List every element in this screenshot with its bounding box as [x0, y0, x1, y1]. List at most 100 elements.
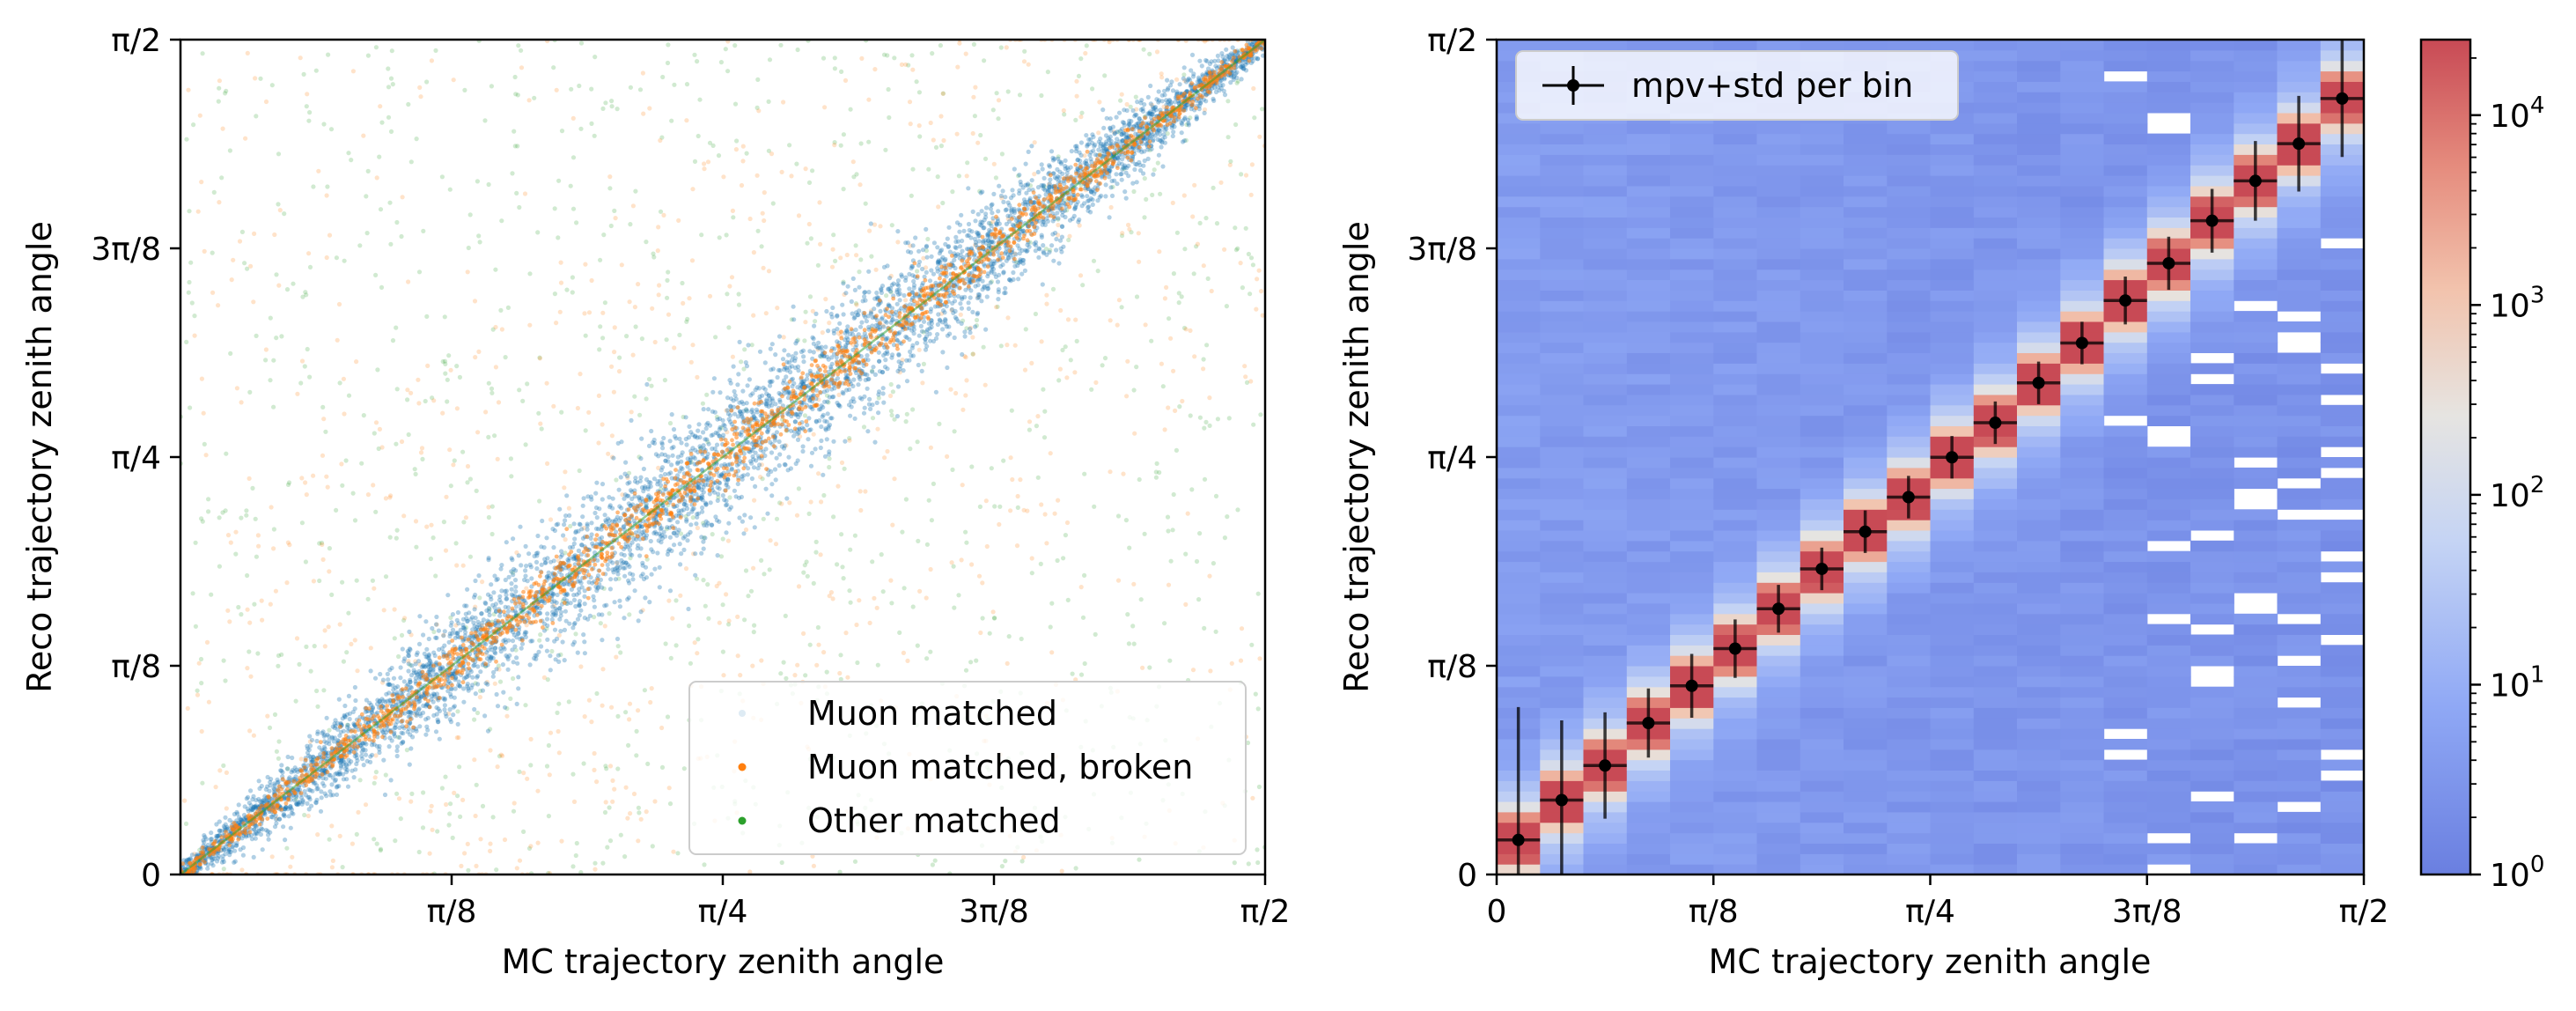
scatter-point-other-bg: [1202, 625, 1207, 631]
scatter-point-other-bg: [673, 643, 679, 648]
scatter-point-other-bg: [224, 451, 229, 456]
scatter-point-other-bg: [443, 361, 448, 366]
scatter-point-broken-bg: [185, 705, 190, 712]
scatter-point-other-bg: [254, 333, 259, 338]
scatter-point-muon: [621, 565, 626, 571]
scatter-point-other-bg: [556, 178, 562, 183]
scatter-point-other-bg: [659, 764, 666, 771]
scatter-point-other-bg: [1153, 475, 1159, 480]
scatter-point-other-bg: [726, 622, 732, 627]
scatter-point-muon: [290, 755, 295, 761]
scatter-point-muon: [1004, 207, 1009, 212]
scatter-point-muon: [437, 646, 442, 653]
scatter-point-other-bg: [1041, 184, 1047, 189]
scatter-point-other-bg: [1092, 504, 1097, 509]
scatter-point-broken-bg: [949, 560, 954, 565]
scatter-point-broken-bg: [1078, 273, 1084, 278]
scatter-point-broken-bg: [335, 337, 340, 343]
scatter-point-other-bg: [247, 649, 252, 654]
scatter-point-other-bg: [890, 389, 896, 395]
scatter-point-broken-bg: [1082, 153, 1087, 159]
scatter-point-broken-bg: [315, 832, 320, 838]
scatter-point-other-bg: [915, 269, 920, 274]
scatter-point-broken-bg: [325, 484, 330, 490]
scatter-point-muon: [1107, 215, 1112, 220]
scatter-point-broken-bg: [284, 580, 290, 586]
scatter-point-broken-bg: [954, 131, 960, 137]
scatter-point-muon: [247, 801, 252, 806]
scatter-point-broken-bg: [1162, 427, 1167, 432]
scatter-point-muon: [344, 777, 350, 782]
scatter-point-other-bg: [978, 132, 983, 138]
scatter-point-other-bg: [210, 250, 215, 255]
scatter-point-other-bg: [239, 515, 244, 520]
scatter-point-muon: [534, 566, 540, 572]
scatter-point-other-bg: [1255, 706, 1261, 712]
scatter-point-other-bg: [940, 200, 946, 206]
scatter-point-other-bg: [458, 814, 463, 820]
scatter-point-muon: [309, 737, 315, 742]
scatter-point-other-bg: [869, 368, 875, 373]
scatter-point-broken-bg: [195, 692, 201, 697]
scatter-point-other-bg: [409, 791, 415, 797]
scatter-point-other-bg: [1091, 258, 1097, 263]
scatter-point-broken-bg: [854, 302, 859, 307]
scatter-point-other-bg: [651, 255, 657, 260]
scatter-point-other-bg: [373, 45, 379, 50]
scatter-point-other-bg: [255, 651, 261, 656]
scatter-point-broken-bg: [392, 607, 397, 612]
scatter-point-broken-bg: [681, 300, 686, 306]
scatter-point-muon: [808, 427, 813, 432]
scatter-point-other-bg: [508, 456, 514, 461]
scatter-point-other-bg: [889, 601, 894, 606]
scatter-point-other-bg: [910, 604, 916, 609]
scatter-point-other-bg: [497, 754, 503, 759]
scatter-point-broken-bg: [324, 255, 329, 261]
scatter-point-other-bg: [1255, 591, 1261, 596]
scatter-point-other-bg: [892, 55, 897, 61]
scatter-point-broken-bg: [559, 838, 564, 844]
scatter-point-broken-bg: [295, 391, 300, 396]
scatter-point-broken-bg: [606, 451, 611, 456]
scatter-point-broken-bg: [735, 653, 740, 659]
scatter-point-other-bg: [787, 143, 792, 148]
scatter-point-muon: [1186, 122, 1191, 128]
scatter-point-broken-bg: [823, 297, 828, 302]
scatter-point-muon: [805, 423, 810, 428]
scatter-point-broken-bg: [976, 573, 983, 579]
scatter-point-other-bg: [404, 748, 409, 753]
scatter-point-broken-bg: [1134, 107, 1139, 112]
scatter-point-other-bg: [702, 535, 707, 541]
scatter-point-other-bg: [489, 390, 495, 395]
scatter-point-other-bg: [795, 47, 800, 53]
scatter-point-other-bg: [293, 796, 298, 802]
scatter-point-other-bg: [827, 456, 832, 461]
scatter-point-broken-bg: [363, 802, 369, 808]
scatter-point-other-bg: [1128, 104, 1133, 109]
scatter-point-broken-bg: [465, 841, 470, 847]
scatter-point-broken-bg: [477, 695, 483, 700]
scatter-point-broken-bg: [320, 557, 326, 563]
scatter-point-other-bg: [870, 559, 875, 565]
scatter-point-muon: [737, 515, 742, 520]
scatter-point-broken-bg: [197, 113, 202, 118]
scatter-point-broken-bg: [365, 492, 371, 498]
scatter-point-broken-bg: [779, 501, 784, 506]
scatter-point-broken-bg: [1072, 370, 1078, 375]
scatter-point-other-bg: [1244, 380, 1250, 385]
scatter-point-broken-bg: [502, 837, 508, 843]
scatter-point-other-bg: [916, 90, 922, 95]
scatter-point-other-bg: [393, 838, 398, 844]
scatter-point-muon: [560, 639, 565, 645]
scatter-point-other-bg: [1090, 86, 1095, 92]
scatter-point-muon: [1115, 181, 1120, 187]
scatter-point-other-bg: [515, 144, 520, 149]
scatter-point-other-bg: [509, 474, 514, 479]
scatter-point-broken-bg: [1243, 374, 1248, 380]
scatter-point-muon: [732, 488, 738, 493]
scatter-point-other-bg: [406, 101, 411, 107]
scatter-point-broken-bg: [556, 750, 562, 756]
scatter-point-broken-bg: [484, 679, 490, 685]
scatter-point-other-bg: [754, 105, 760, 110]
scatter-point-broken-bg: [1108, 469, 1113, 475]
